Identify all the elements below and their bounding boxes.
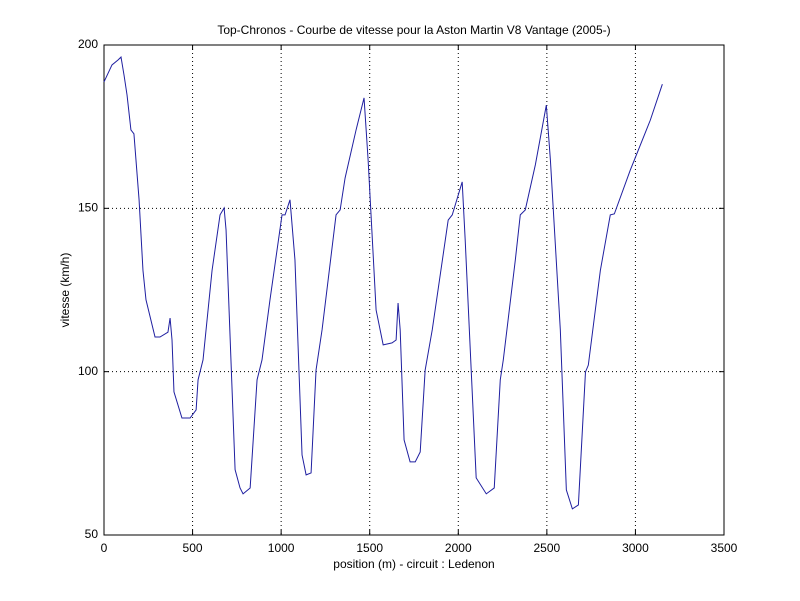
x-tick-label: 3000 (622, 541, 649, 555)
x-tick-label: 500 (183, 541, 203, 555)
x-tick-label: 1000 (268, 541, 295, 555)
y-tick-label: 150 (78, 201, 98, 215)
plot-frame (103, 44, 725, 536)
y-tick-label: 100 (78, 364, 98, 378)
y-tick-label: 50 (85, 527, 99, 541)
data-line (103, 56, 663, 510)
x-tick-label: 0 (101, 541, 108, 555)
x-tick-label: 1500 (356, 541, 383, 555)
x-tick-label: 3500 (711, 541, 738, 555)
x-tick-label: 2500 (534, 541, 561, 555)
chart-title: Top-Chronos - Courbe de vitesse pour la … (217, 23, 610, 37)
x-tick-label: 2000 (445, 541, 472, 555)
x-axis-label: position (m) - circuit : Ledenon (333, 557, 494, 571)
y-axis-label: vitesse (km/h) (58, 253, 72, 328)
y-tick-label: 200 (78, 37, 98, 51)
